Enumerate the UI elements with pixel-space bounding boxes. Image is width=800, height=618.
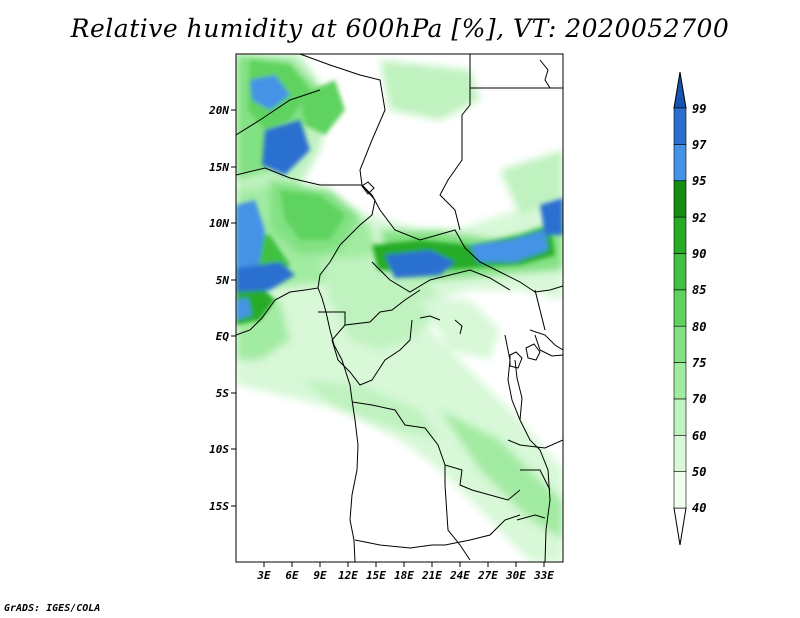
lon-axis: 3E 6E 9E 12E 15E 18E 21E 24E 27E 30E 33E: [256, 562, 554, 582]
lat-axis: 20N 15N 10N 5N EQ 5S 10S 15S: [208, 104, 236, 513]
colorbar-label: 70: [692, 392, 706, 406]
lon-tick-label: 33E: [533, 569, 554, 582]
colorbar-label: 85: [692, 283, 706, 297]
colorbar-label: 40: [692, 501, 706, 515]
colorbar-label: 97: [692, 138, 707, 152]
lat-tick-label: 5S: [216, 387, 230, 400]
colorbar-max-arrow: [673, 71, 687, 109]
lat-tick-label: EQ: [216, 330, 230, 343]
lat-tick-label: 15N: [209, 161, 229, 174]
colorbar-segment: [673, 180, 687, 218]
lon-tick-label: 27E: [477, 569, 498, 582]
colorbar-segment: [673, 471, 687, 509]
humidity-field: [236, 54, 563, 562]
colorbar-label: 75: [692, 356, 706, 370]
colorbar-label: 60: [692, 429, 706, 443]
lon-tick-label: 24E: [449, 569, 470, 582]
colorbar-label: 92: [692, 211, 706, 225]
lon-tick-label: 9E: [313, 569, 327, 582]
colorbar-segment: [673, 434, 687, 472]
lon-tick-label: 15E: [366, 569, 386, 582]
colorbar-segment: [673, 216, 687, 254]
colorbar-segment: [673, 362, 687, 400]
lat-tick-label: 10S: [209, 443, 229, 456]
lat-tick-label: 5N: [216, 274, 230, 287]
lat-tick-label: 10N: [209, 217, 229, 230]
lon-tick-label: 21E: [421, 569, 442, 582]
map-title: Relative humidity at 600hPa [%], VT: 202…: [70, 14, 730, 43]
lon-tick-label: 12E: [338, 569, 358, 582]
credit-text: GrADS: IGES/COLA: [4, 603, 101, 614]
lon-tick-label: 18E: [394, 569, 414, 582]
colorbar-min-arrow: [673, 507, 687, 546]
map-frame: [235, 53, 564, 563]
colorbar-label: 90: [692, 247, 706, 261]
colorbar-segment: [673, 253, 687, 291]
colorbar-segment: [673, 107, 687, 145]
lat-tick-label: 15S: [209, 500, 229, 513]
lat-tick-label: 20N: [208, 104, 229, 117]
colorbar-label: 99: [692, 102, 706, 116]
colorbar-label: 50: [692, 465, 706, 479]
colorbar: 40 50 60 70 75 80 85 90 92 95 97 99: [673, 71, 707, 546]
colorbar-segment: [673, 325, 687, 363]
lon-tick-label: 30E: [505, 569, 526, 582]
colorbar-segment: [673, 398, 687, 436]
lon-tick-label: 3E: [256, 569, 271, 582]
colorbar-segment: [673, 289, 687, 327]
colorbar-label: 95: [692, 174, 706, 188]
colorbar-label: 80: [692, 320, 706, 334]
colorbar-segment: [673, 144, 687, 182]
country-boundaries: [236, 54, 563, 562]
lon-tick-label: 6E: [285, 569, 299, 582]
